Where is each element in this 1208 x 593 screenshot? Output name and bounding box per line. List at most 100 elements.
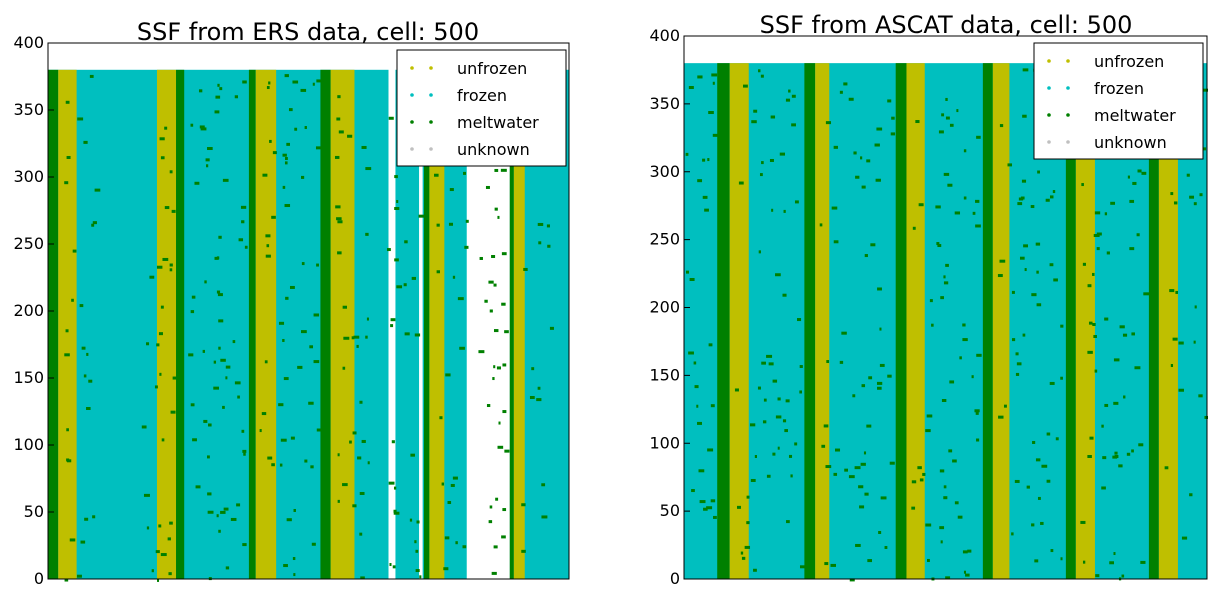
ers-speckle: [220, 510, 226, 514]
ascat-speckle: [1113, 358, 1120, 362]
ers-speckle: [523, 267, 528, 271]
ascat-speckle: [688, 86, 694, 90]
ascat-speckle: [870, 243, 876, 247]
ers-speckle: [501, 535, 506, 539]
ers-speckle: [198, 89, 203, 93]
ascat-meltwater-speckles: [685, 64, 1208, 582]
ers-speckle: [313, 313, 320, 317]
ers-band-frozen-1: [395, 69, 420, 580]
ascat-speckle: [972, 211, 976, 215]
ascat-speckle: [911, 506, 916, 510]
ascat-speckle: [915, 120, 920, 124]
ascat-speckle: [706, 506, 713, 510]
ascat-speckle: [688, 351, 694, 355]
ascat-ytick-label: 300: [649, 162, 680, 181]
ascat-speckle: [1093, 233, 1100, 237]
ers-speckle: [337, 499, 340, 503]
ascat-speckle: [1055, 437, 1059, 441]
ascat-speckle: [940, 540, 943, 544]
ers-speckle: [443, 567, 449, 571]
ers-speckle: [79, 304, 84, 308]
ers-speckle: [218, 235, 222, 239]
ascat-speckle: [877, 386, 882, 390]
ascat-speckle: [943, 496, 948, 500]
ascat-speckle: [699, 500, 706, 504]
ers-speckle: [171, 209, 176, 213]
ascat-speckle: [696, 404, 699, 408]
ascat-speckle: [1204, 415, 1208, 419]
ers-speckle: [359, 532, 363, 536]
ers-speckle: [262, 173, 268, 177]
ascat-speckle: [853, 151, 857, 155]
ers-speckle: [391, 440, 395, 444]
ers-speckle: [218, 346, 221, 350]
ascat-speckle: [761, 361, 766, 365]
ers-speckle: [284, 204, 291, 208]
ascat-speckle: [775, 273, 781, 277]
ers-speckle: [154, 385, 158, 389]
ascat-speckle: [967, 549, 972, 553]
ascat-speckle: [952, 459, 957, 463]
ascat-speckle: [1093, 334, 1097, 338]
ers-speckle: [213, 360, 217, 364]
ers-legend-label-unfrozen: unfrozen: [457, 59, 527, 78]
ascat-speckle: [797, 318, 802, 322]
ers-speckle: [160, 553, 167, 557]
ers-speckle: [361, 145, 367, 149]
ers-band-unfrozen-15: [513, 69, 525, 580]
ascat-speckle: [879, 363, 885, 367]
ers-speckle: [342, 483, 348, 487]
ascat-speckle: [880, 496, 887, 500]
ascat-speckle: [1173, 201, 1178, 205]
ers-speckle: [230, 517, 237, 521]
ers-speckle: [194, 181, 200, 185]
ers-speckle: [337, 95, 341, 99]
ascat-speckle: [1122, 333, 1128, 337]
ers-speckle: [71, 298, 74, 302]
ers-speckle: [498, 421, 501, 425]
ers-speckle: [491, 571, 497, 575]
ers-speckle: [218, 529, 221, 533]
ascat-speckle: [821, 444, 826, 448]
ers-speckle: [493, 329, 499, 333]
ascat-speckle: [963, 196, 967, 200]
ascat-speckle: [868, 376, 873, 380]
ers-speckle: [215, 95, 221, 99]
ers-speckle: [404, 240, 408, 244]
ers-speckle: [243, 452, 246, 456]
ers-speckle: [199, 125, 205, 129]
ascat-speckle: [689, 277, 695, 281]
ers-speckle: [84, 517, 89, 521]
ers-speckle: [264, 360, 268, 364]
ascat-speckle: [784, 429, 788, 433]
ers-speckle: [89, 74, 94, 78]
ascat-speckle: [799, 565, 805, 569]
ascat-speckle: [749, 423, 756, 427]
ers-speckle: [541, 515, 548, 519]
ers-speckle: [309, 345, 314, 349]
ascat-speckle: [949, 123, 954, 127]
ascat-speckle: [1060, 557, 1063, 561]
ers-speckle: [293, 573, 296, 577]
ers-speckle: [214, 256, 219, 260]
ers-speckle: [236, 503, 241, 507]
ascat-speckle: [1021, 179, 1027, 183]
ascat-speckle: [825, 121, 832, 125]
ers-speckle: [313, 360, 320, 364]
ers-speckle: [497, 445, 504, 449]
ascat-speckle: [794, 200, 799, 204]
ers-legend-label-meltwater: meltwater: [457, 113, 539, 132]
ers-speckle: [169, 268, 173, 272]
ascat-speckle: [710, 499, 716, 503]
ers-speckle: [414, 540, 417, 544]
ers-speckle: [190, 310, 195, 314]
ascat-speckle: [1031, 523, 1035, 527]
ers-speckle: [537, 386, 541, 390]
ers-speckle: [390, 318, 396, 322]
ascat-speckle: [740, 551, 744, 555]
ascat-speckle: [884, 545, 888, 549]
ascat-speckle: [866, 159, 871, 163]
ascat-speckle: [746, 495, 750, 499]
ers-speckle: [336, 217, 342, 221]
ers-speckle: [419, 575, 422, 579]
